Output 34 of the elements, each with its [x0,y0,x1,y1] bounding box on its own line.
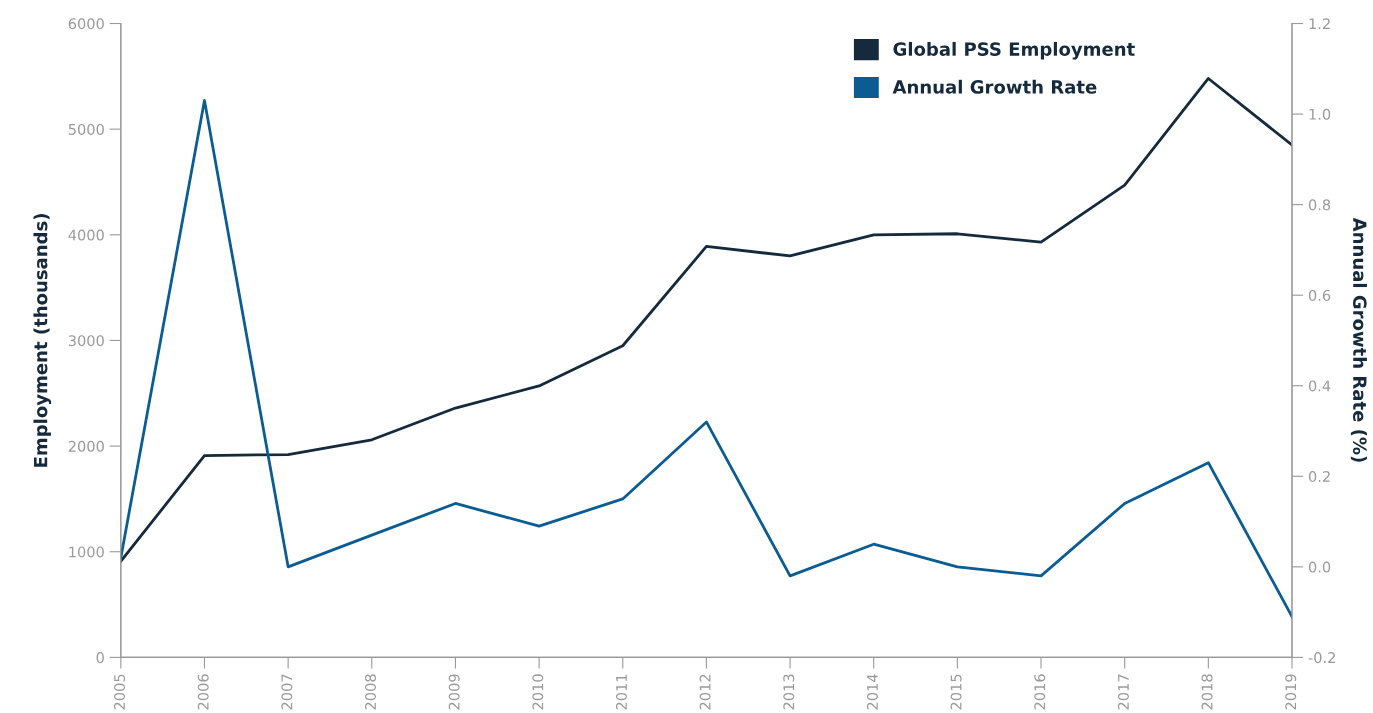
x-tick-label: 2007 [281,674,293,710]
legend-label: Global PSS Employment [893,41,1135,60]
x-tick-label: 2005 [114,674,126,710]
y2-axis-title: Annual Growth Rate (%) [1350,217,1367,462]
x-tick-label: 2011 [615,674,627,710]
y-tick-label: 6000 [68,18,104,30]
x-tick-label: 2015 [950,674,962,710]
y2-tick-label: 0.6 [1308,289,1331,301]
x-tick-label: 2009 [448,674,460,710]
x-tick-label: 2008 [364,674,377,710]
y-tick-label: 4000 [68,229,104,241]
legend-label: Annual Growth Rate [892,79,1097,94]
x-tick-label: 2016 [1034,674,1046,710]
y2-tick-label: 0.0 [1308,561,1331,573]
x-tick-label: 2014 [866,674,878,710]
y-axis-title: Employment (thousands) [33,214,52,467]
x-tick-label: 2013 [783,674,795,710]
x-tick-label: 2017 [1117,674,1129,710]
x-tick-label: 2012 [699,674,711,710]
y2-tick-label: -0.2 [1308,652,1335,664]
x-tick-label: 2010 [532,674,544,710]
y2-tick-label: 1.2 [1309,18,1330,30]
y-tick-label: 5000 [68,123,104,135]
y-tick-label: 3000 [68,335,104,347]
y2-tick-label: 0.8 [1308,199,1331,211]
y2-tick-label: 0.2 [1308,471,1330,483]
x-tick-label: 2019 [1285,674,1297,710]
y2-tick-label: 0.4 [1308,380,1331,392]
y-tick-label: 1000 [69,546,104,558]
x-tick-label: 2006 [197,674,209,710]
y-tick-label: 2000 [68,440,104,452]
x-tick-label: 2018 [1201,674,1213,710]
y-tick-label: 0 [96,652,104,664]
y2-tick-label: 1.0 [1309,108,1331,120]
